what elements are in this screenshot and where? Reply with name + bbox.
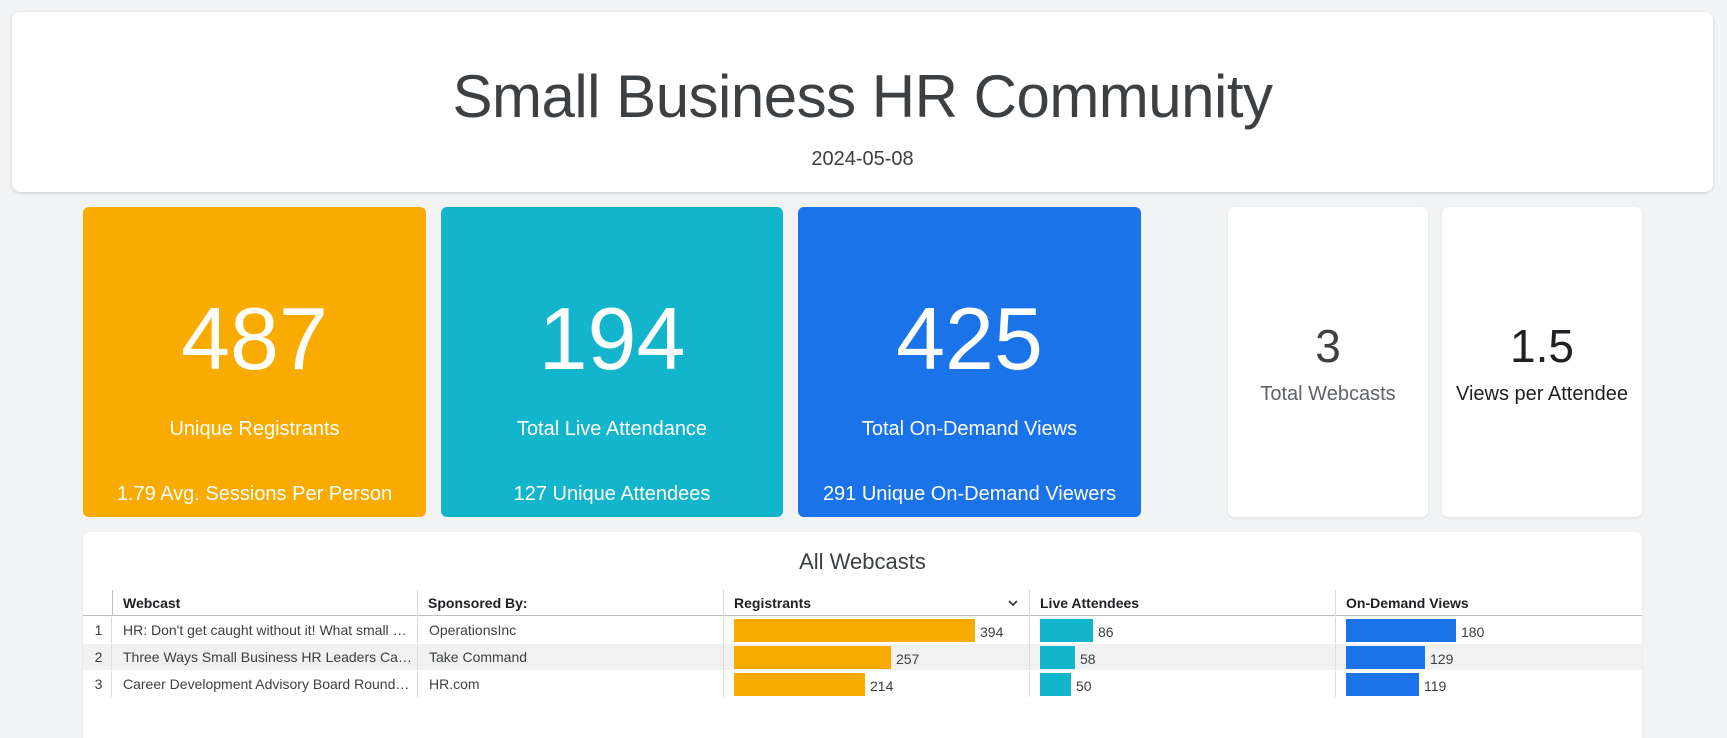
registrants-bar-cell: 394 bbox=[723, 617, 1029, 643]
column-header-webcast[interactable]: Webcast bbox=[112, 590, 417, 616]
kpi-value: 487 bbox=[181, 289, 328, 388]
kpi-card-live-attendance: 194 Total Live Attendance 127 Unique Att… bbox=[441, 207, 783, 517]
column-header-label: Sponsored By: bbox=[428, 595, 528, 611]
stat-card-views-per-attendee: 1.5 Views per Attendee bbox=[1442, 207, 1642, 517]
row-number: 3 bbox=[83, 671, 112, 697]
kpi-value: 194 bbox=[538, 289, 686, 388]
registrants-bar bbox=[734, 673, 865, 696]
column-header-registrants[interactable]: Registrants bbox=[723, 590, 1029, 616]
column-header-label: On-Demand Views bbox=[1346, 595, 1469, 611]
ondemand-value-label: 129 bbox=[1430, 651, 1454, 667]
column-header-label: Registrants bbox=[734, 595, 812, 611]
row-number: 2 bbox=[83, 644, 112, 670]
sponsor-cell: OperationsInc bbox=[417, 617, 717, 643]
report-header: Small Business HR Community 2024-05-08 bbox=[12, 12, 1713, 192]
registrants-value-label: 214 bbox=[870, 678, 894, 694]
live-bar-cell: 86 bbox=[1029, 617, 1335, 643]
live-bar bbox=[1040, 673, 1071, 696]
column-header-ondemand-views[interactable]: On-Demand Views bbox=[1335, 590, 1642, 616]
kpi-subtext: 127 Unique Attendees bbox=[513, 483, 711, 505]
webcast-title-cell: Three Ways Small Business HR Leaders Can… bbox=[123, 649, 413, 665]
chevron-down-icon[interactable] bbox=[1007, 590, 1019, 625]
kpi-label: Total On-Demand Views bbox=[861, 418, 1078, 440]
kpi-subtext: 1.79 Avg. Sessions Per Person bbox=[116, 483, 393, 505]
ondemand-value-label: 119 bbox=[1424, 678, 1447, 694]
table-row[interactable]: 3 Career Development Advisory Board Round… bbox=[83, 671, 1642, 697]
registrants-bar-cell: 214 bbox=[723, 671, 1029, 697]
ondemand-bar bbox=[1346, 646, 1425, 669]
registrants-bar-cell: 257 bbox=[723, 644, 1029, 670]
live-bar bbox=[1040, 646, 1075, 669]
sponsor-cell: HR.com bbox=[417, 671, 717, 697]
registrants-bar bbox=[734, 646, 891, 669]
webcasts-table-card: All Webcasts Webcast Sponsored By: Regis… bbox=[83, 532, 1642, 738]
stat-card-total-webcasts: 3 Total Webcasts bbox=[1228, 207, 1428, 517]
stat-value: 3 bbox=[1315, 320, 1341, 372]
ondemand-bar-cell: 119 bbox=[1335, 671, 1642, 697]
table-header: Webcast Sponsored By: Registrants Live A… bbox=[83, 590, 1642, 616]
webcast-title-cell: HR: Don't get caught without it! What sm… bbox=[123, 622, 413, 638]
registrants-bar bbox=[734, 619, 975, 642]
kpi-label: Total Live Attendance bbox=[516, 418, 708, 440]
live-value-label: 58 bbox=[1080, 651, 1096, 667]
stat-value: 1.5 bbox=[1510, 320, 1574, 372]
column-header-live-attendees[interactable]: Live Attendees bbox=[1029, 590, 1335, 616]
kpi-card-ondemand-views: 425 Total On-Demand Views 291 Unique On-… bbox=[798, 207, 1141, 517]
page-title: Small Business HR Community bbox=[452, 63, 1273, 130]
kpi-label: Unique Registrants bbox=[169, 418, 340, 440]
live-value-label: 86 bbox=[1098, 624, 1114, 640]
column-header-sponsor[interactable]: Sponsored By: bbox=[417, 590, 723, 616]
column-header-label: Live Attendees bbox=[1040, 595, 1140, 611]
stat-label: Total Webcasts bbox=[1260, 383, 1396, 405]
live-bar-cell: 50 bbox=[1029, 671, 1335, 697]
sponsor-cell: Take Command bbox=[417, 644, 717, 670]
stat-label: Views per Attendee bbox=[1456, 383, 1628, 405]
live-bar bbox=[1040, 619, 1093, 642]
ondemand-bar bbox=[1346, 619, 1456, 642]
ondemand-bar-cell: 129 bbox=[1335, 644, 1642, 670]
ondemand-bar bbox=[1346, 673, 1419, 696]
kpi-card-registrants: 487 Unique Registrants 1.79 Avg. Session… bbox=[83, 207, 426, 517]
ondemand-bar-cell: 180 bbox=[1335, 617, 1642, 643]
kpi-subtext: 291 Unique On-Demand Viewers bbox=[822, 483, 1117, 505]
row-number: 1 bbox=[83, 617, 112, 643]
ondemand-value-label: 180 bbox=[1461, 624, 1485, 640]
live-value-label: 50 bbox=[1076, 678, 1092, 694]
report-date: 2024-05-08 bbox=[811, 148, 914, 170]
table-title: All Webcasts bbox=[799, 549, 926, 574]
table-row[interactable]: 1 HR: Don't get caught without it! What s… bbox=[83, 617, 1642, 643]
registrants-value-label: 257 bbox=[896, 651, 920, 667]
table-row[interactable]: 2 Three Ways Small Business HR Leaders Ca… bbox=[83, 644, 1642, 670]
registrants-value-label: 394 bbox=[980, 624, 1004, 640]
webcast-title-cell: Career Development Advisory Board Roundt… bbox=[123, 676, 413, 692]
kpi-value: 425 bbox=[896, 289, 1043, 388]
column-header-label: Webcast bbox=[123, 595, 181, 611]
live-bar-cell: 58 bbox=[1029, 644, 1335, 670]
